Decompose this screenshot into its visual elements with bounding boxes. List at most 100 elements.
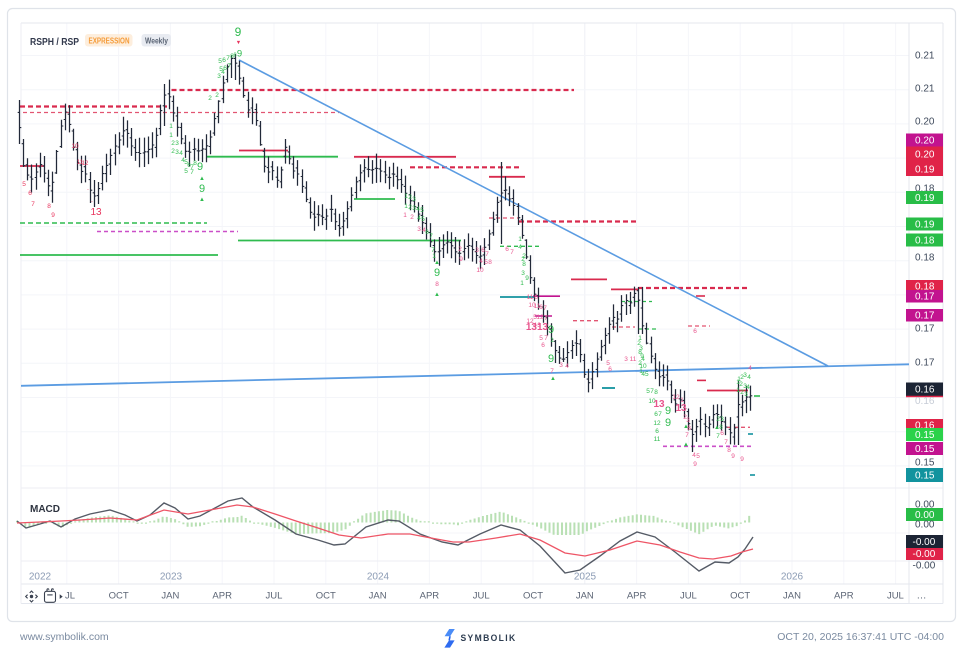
svg-text:1313: 1313: [526, 322, 549, 333]
svg-text:5: 5: [219, 66, 223, 73]
svg-text:2: 2: [408, 204, 412, 211]
svg-text:JUL: JUL: [266, 591, 283, 602]
svg-text:6: 6: [222, 57, 226, 64]
svg-text:5: 5: [533, 314, 537, 321]
svg-text:9: 9: [640, 353, 644, 360]
svg-text:2: 2: [171, 140, 175, 147]
svg-text:8: 8: [47, 203, 51, 210]
svg-text:2: 2: [716, 416, 720, 423]
svg-text:4: 4: [518, 244, 522, 251]
svg-text:2022: 2022: [29, 572, 52, 583]
svg-text:2: 2: [637, 340, 641, 347]
svg-text:1: 1: [432, 253, 436, 260]
svg-text:5: 5: [218, 58, 222, 65]
svg-text:9: 9: [548, 353, 554, 365]
svg-text:MACD: MACD: [30, 504, 60, 515]
svg-text:0.16: 0.16: [915, 385, 935, 396]
svg-text:0.16: 0.16: [915, 421, 935, 432]
svg-text:APR: APR: [420, 591, 440, 602]
svg-text:▼: ▼: [236, 40, 241, 46]
svg-text:1: 1: [736, 379, 740, 386]
svg-text:8: 8: [230, 53, 234, 60]
svg-text:0.17: 0.17: [915, 324, 935, 335]
svg-text:4: 4: [692, 452, 696, 459]
svg-text:6: 6: [655, 428, 659, 435]
svg-text:9: 9: [237, 49, 242, 60]
svg-text:4: 4: [179, 150, 183, 157]
svg-text:-0.00: -0.00: [913, 561, 936, 572]
svg-text:9: 9: [665, 417, 671, 429]
svg-text:12: 12: [653, 420, 661, 427]
svg-text:12: 12: [536, 314, 544, 321]
svg-text:3: 3: [720, 416, 724, 423]
svg-text:8: 8: [654, 389, 658, 396]
svg-text:0.15: 0.15: [915, 458, 935, 469]
svg-text:3: 3: [639, 345, 643, 352]
svg-text:www.symbolik.com: www.symbolik.com: [19, 631, 109, 643]
svg-text:2: 2: [638, 360, 642, 367]
svg-text:1: 1: [736, 387, 740, 394]
svg-text:JAN: JAN: [369, 591, 387, 602]
svg-text:8: 8: [719, 424, 723, 431]
svg-text:0.15: 0.15: [915, 444, 935, 455]
svg-text:JUL: JUL: [680, 591, 697, 602]
svg-text:7: 7: [685, 432, 689, 439]
svg-text:11: 11: [77, 160, 84, 166]
svg-text:APR: APR: [627, 591, 647, 602]
svg-text:5: 5: [539, 335, 543, 342]
svg-text:5: 5: [606, 360, 610, 367]
svg-text:10: 10: [528, 302, 536, 309]
svg-text:OCT: OCT: [523, 591, 543, 602]
svg-text:6: 6: [539, 304, 543, 311]
svg-text:2023: 2023: [160, 572, 183, 583]
svg-text:JL: JL: [65, 591, 75, 602]
svg-text:9: 9: [459, 256, 463, 263]
svg-text:6: 6: [187, 162, 191, 169]
svg-text:8: 8: [233, 53, 236, 59]
svg-text:APR: APR: [212, 591, 232, 602]
svg-text:8: 8: [435, 281, 439, 288]
svg-text:7: 7: [544, 335, 548, 342]
svg-text:9: 9: [525, 275, 529, 282]
svg-text:3: 3: [744, 391, 748, 398]
svg-text:2025: 2025: [574, 572, 597, 583]
svg-text:8: 8: [522, 261, 526, 268]
svg-text:3: 3: [412, 205, 416, 212]
svg-text:11: 11: [527, 294, 534, 301]
svg-text:0.17: 0.17: [915, 292, 935, 303]
svg-text:JAN: JAN: [576, 591, 594, 602]
svg-text:4: 4: [422, 227, 426, 234]
svg-text:0.00: 0.00: [915, 520, 935, 531]
svg-text:11: 11: [654, 436, 661, 443]
svg-text:-0.00: -0.00: [913, 537, 936, 548]
svg-text:APR: APR: [834, 591, 854, 602]
svg-text:7: 7: [543, 305, 547, 312]
svg-text:5: 5: [22, 181, 26, 188]
svg-text:2: 2: [458, 246, 462, 253]
svg-text:4: 4: [221, 69, 225, 76]
svg-text:▲: ▲: [683, 442, 689, 448]
svg-text:13: 13: [653, 399, 665, 410]
svg-text:10: 10: [648, 398, 656, 405]
svg-text:2: 2: [521, 256, 525, 263]
svg-text:5: 5: [184, 159, 188, 166]
svg-text:5: 5: [696, 453, 700, 460]
svg-text:OCT: OCT: [316, 591, 336, 602]
svg-text:2: 2: [739, 381, 743, 388]
svg-text:10: 10: [71, 143, 79, 150]
svg-text:0.20: 0.20: [915, 150, 935, 161]
svg-text:8: 8: [488, 259, 492, 266]
svg-text:6: 6: [425, 229, 429, 236]
svg-text:.: .: [87, 185, 89, 192]
svg-text:4: 4: [479, 258, 483, 265]
svg-text:0.18: 0.18: [915, 282, 935, 293]
svg-text:7: 7: [226, 55, 230, 62]
svg-text:▲: ▲: [434, 260, 440, 266]
svg-text:9: 9: [51, 212, 55, 219]
svg-text:4: 4: [748, 365, 752, 372]
svg-text:9: 9: [235, 25, 242, 39]
svg-text:8: 8: [727, 447, 731, 454]
svg-text:1: 1: [518, 236, 522, 243]
svg-text:0.20: 0.20: [915, 117, 935, 128]
svg-text:10: 10: [476, 267, 484, 274]
